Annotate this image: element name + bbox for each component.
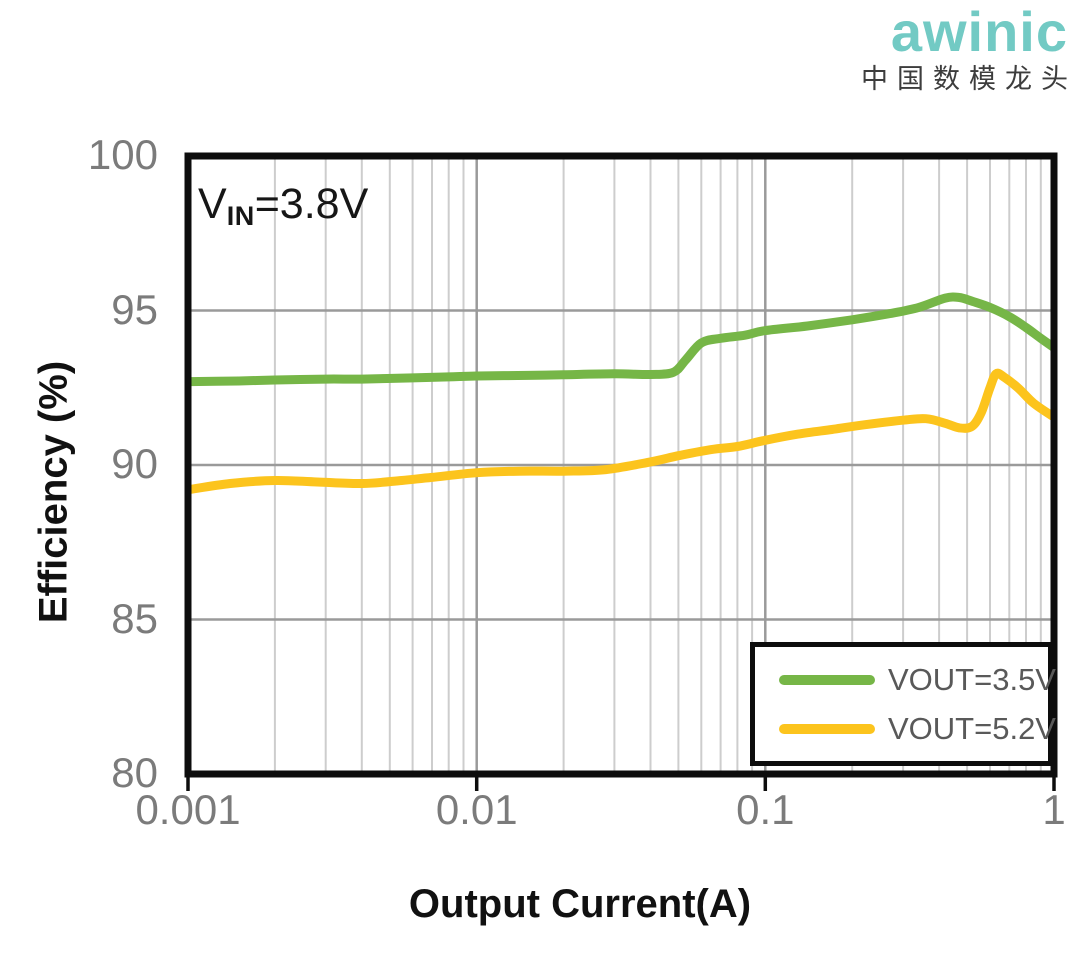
brand-wordmark: awinic — [890, 0, 1068, 63]
legend-entry: VOUT=5.2V — [779, 711, 1056, 747]
x-tick-label: 0.001 — [135, 786, 241, 833]
vin-annotation: VIN=3.8V — [198, 180, 369, 231]
legend-label: VOUT=3.5V — [888, 661, 1056, 697]
x-tick-label: 0.01 — [435, 786, 518, 833]
y-tick-label: 90 — [111, 440, 158, 488]
x-tick-label: 1 — [1042, 786, 1066, 833]
vin-annotation-value: =3.8V — [254, 180, 369, 228]
legend-entry: VOUT=3.5V — [779, 662, 1056, 698]
y-tick-label: 100 — [87, 131, 158, 179]
legend-label: VOUT=5.2V — [888, 710, 1056, 746]
y-tick-label: 80 — [111, 749, 158, 797]
y-axis-title: Efficiency (%) — [31, 360, 76, 624]
brand-logo: awinic 中国数模龙头 — [861, 4, 1068, 93]
y-tick-label: 85 — [111, 594, 158, 642]
vin-annotation-prefix: V — [198, 180, 227, 228]
legend-swatch — [779, 674, 875, 685]
x-tick-label: 0.1 — [736, 786, 795, 833]
vin-annotation-subscript: IN — [226, 201, 255, 231]
y-tick-label: 95 — [111, 285, 158, 333]
legend-swatch — [779, 723, 875, 734]
brand-subtitle: 中国数模龙头 — [861, 64, 1077, 94]
legend: VOUT=3.5V VOUT=5.2V — [750, 642, 1056, 766]
x-axis-title: Output Current(A) — [408, 882, 752, 926]
